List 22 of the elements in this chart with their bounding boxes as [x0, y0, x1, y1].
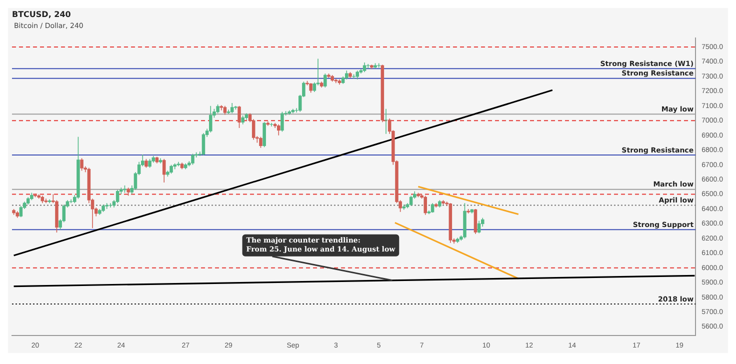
candlestick [230, 102, 234, 114]
candlestick [80, 158, 84, 172]
chart-subtitle: BTCUSD, 240 [11, 9, 72, 21]
candlestick [220, 104, 223, 111]
candlestick [202, 132, 206, 156]
candlestick [191, 153, 194, 166]
candlestick [384, 108, 388, 134]
candlestick [19, 206, 23, 218]
candlestick [280, 111, 284, 132]
candlestick [238, 106, 241, 128]
candlestick [424, 195, 428, 216]
candlestick [474, 208, 478, 234]
candlestick [477, 220, 481, 234]
candlestick [162, 158, 166, 183]
candlestick [259, 136, 262, 148]
candlestick [277, 124, 280, 136]
candlestick [209, 106, 212, 133]
candlestick [116, 189, 120, 204]
candlestick [309, 82, 312, 94]
candlestick [324, 73, 327, 88]
candlestick [409, 195, 413, 206]
candlestick [262, 122, 266, 148]
